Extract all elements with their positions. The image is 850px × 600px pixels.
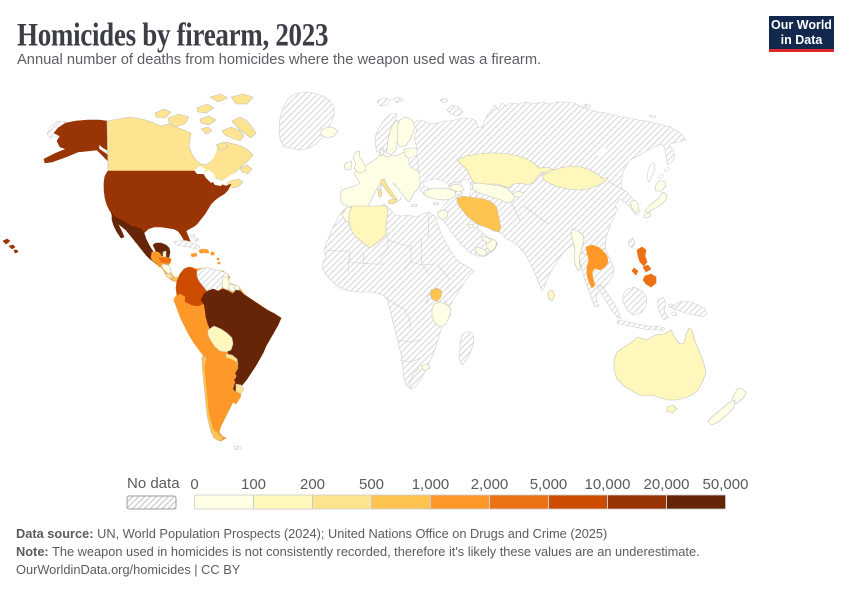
svg-text:20,000: 20,000 xyxy=(644,476,690,493)
svg-text:10,000: 10,000 xyxy=(585,476,631,493)
svg-text:500: 500 xyxy=(359,476,384,493)
svg-text:0: 0 xyxy=(190,476,198,493)
svg-text:5,000: 5,000 xyxy=(530,476,568,493)
svg-text:100: 100 xyxy=(241,476,266,493)
svg-text:200: 200 xyxy=(300,476,325,493)
svg-text:50,000: 50,000 xyxy=(703,476,749,493)
svg-text:2,000: 2,000 xyxy=(471,476,509,493)
svg-text:1,000: 1,000 xyxy=(412,476,450,493)
